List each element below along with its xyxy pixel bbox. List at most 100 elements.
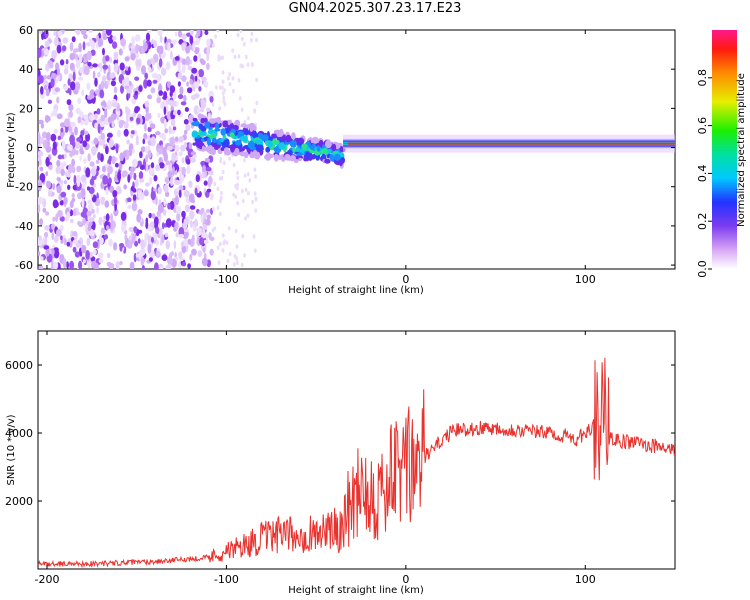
noise-blob xyxy=(100,132,106,140)
noise-blob xyxy=(187,263,192,269)
noise-blob xyxy=(89,89,96,99)
noise-blob xyxy=(98,252,104,259)
noise-blob xyxy=(93,165,98,170)
signal-blob xyxy=(194,120,200,127)
noise-blob xyxy=(75,149,79,156)
noise-blob xyxy=(135,178,139,188)
signal-blob xyxy=(326,139,331,147)
signal-blob xyxy=(278,142,286,150)
noise-blob xyxy=(214,34,218,39)
noise-blob xyxy=(81,244,87,254)
noise-blob xyxy=(191,67,198,74)
noise-blob xyxy=(184,107,189,112)
noise-blob xyxy=(60,191,67,198)
noise-blob xyxy=(244,54,248,60)
noise-blob xyxy=(220,191,223,196)
noise-blob xyxy=(254,196,258,201)
noise-blob xyxy=(181,42,186,52)
noise-blob xyxy=(94,77,98,87)
noise-blob xyxy=(206,188,212,193)
signal-blob xyxy=(265,146,271,153)
noise-blob xyxy=(57,177,61,182)
noise-blob xyxy=(52,108,58,117)
noise-blob xyxy=(89,161,94,167)
noise-blob xyxy=(185,197,190,203)
noise-blob xyxy=(100,114,106,122)
noise-blob xyxy=(163,198,167,207)
noise-blob xyxy=(173,110,177,116)
noise-blob xyxy=(84,130,89,135)
noise-blob xyxy=(166,81,172,89)
noise-blob xyxy=(173,240,177,250)
noise-blob xyxy=(181,166,186,176)
noise-blob xyxy=(125,66,129,71)
spectrogram-y-tick-label: -40 xyxy=(15,220,33,233)
noise-blob xyxy=(164,232,169,238)
noise-blob xyxy=(96,34,99,42)
signal-blob xyxy=(339,158,343,167)
noise-blob xyxy=(209,96,214,103)
signal-blob xyxy=(249,124,254,132)
noise-blob xyxy=(181,75,187,82)
noise-blob xyxy=(175,232,179,238)
noise-blob xyxy=(216,245,220,250)
noise-blob xyxy=(81,198,85,208)
noise-blob xyxy=(159,35,163,44)
noise-blob xyxy=(223,88,227,93)
noise-blob xyxy=(97,123,101,134)
signal-blob xyxy=(211,137,217,143)
noise-blob xyxy=(146,79,152,87)
noise-blob xyxy=(130,133,134,139)
noise-blob xyxy=(64,171,70,178)
noise-blob xyxy=(118,122,123,129)
noise-blob xyxy=(137,190,143,200)
noise-blob xyxy=(43,245,50,250)
noise-blob xyxy=(40,86,44,95)
noise-blob xyxy=(119,261,123,266)
noise-blob xyxy=(38,250,41,257)
noise-blob xyxy=(70,218,74,224)
noise-blob xyxy=(140,256,145,266)
noise-blob xyxy=(87,153,91,162)
snr-x-tick-label: 0 xyxy=(402,573,409,586)
noise-blob xyxy=(63,196,68,205)
noise-blob xyxy=(156,152,159,157)
noise-blob xyxy=(56,159,61,167)
noise-blob xyxy=(137,58,142,68)
noise-blob xyxy=(236,32,240,38)
noise-blob xyxy=(60,127,64,133)
noise-blob xyxy=(150,190,156,201)
noise-blob xyxy=(38,204,41,213)
noise-blob xyxy=(135,253,139,258)
noise-blob xyxy=(146,30,152,33)
noise-blob xyxy=(86,186,91,191)
noise-blob xyxy=(148,212,152,219)
noise-blob xyxy=(160,67,167,76)
noise-blob xyxy=(163,184,169,193)
noise-blob xyxy=(39,218,43,226)
signal-blob xyxy=(222,134,227,139)
noise-blob xyxy=(194,75,198,82)
noise-blob xyxy=(248,178,252,183)
noise-blob xyxy=(99,237,104,245)
noise-blob xyxy=(85,167,91,178)
noise-blob xyxy=(65,59,69,65)
noise-blob xyxy=(156,97,161,104)
noise-blob xyxy=(188,180,193,188)
signal-blob xyxy=(228,145,234,149)
noise-blob xyxy=(57,210,63,218)
noise-blob xyxy=(178,136,184,143)
noise-blob xyxy=(156,210,161,217)
noise-blob xyxy=(232,88,235,94)
signal-blob xyxy=(262,134,269,142)
noise-blob xyxy=(99,122,105,128)
noise-blob xyxy=(228,82,232,87)
noise-blob xyxy=(45,145,52,153)
noise-blob xyxy=(151,72,158,79)
noise-blob xyxy=(96,108,101,115)
noise-blob xyxy=(191,234,195,243)
noise-blob xyxy=(211,228,215,233)
noise-blob xyxy=(216,205,220,210)
noise-blob xyxy=(240,262,244,268)
noise-blob xyxy=(177,30,183,38)
